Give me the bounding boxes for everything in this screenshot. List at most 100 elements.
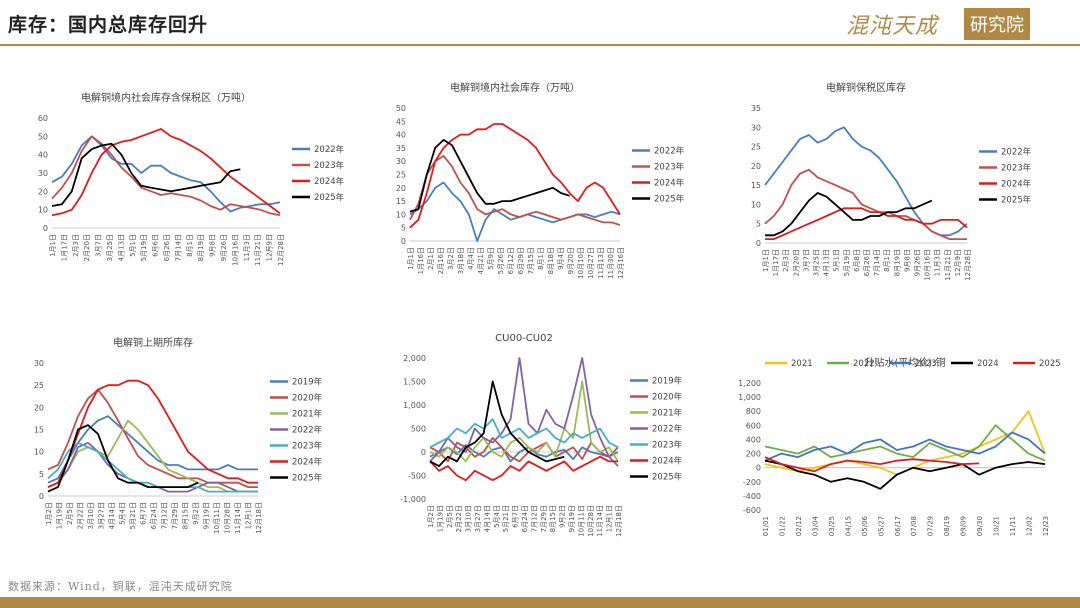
x-tick-label: 9月19日 [203, 502, 211, 529]
y-tick-label: 25 [34, 381, 44, 390]
y-tick-label: 600 [746, 421, 761, 430]
y-tick-label: 45 [396, 117, 406, 126]
y-tick-label: 15 [34, 426, 44, 435]
x-tick-label: 12/23 [1042, 516, 1050, 536]
x-tick-label: 04/15 [844, 516, 852, 536]
y-tick-label: 5 [401, 224, 406, 233]
x-tick-label: 8月1日 [186, 234, 194, 257]
logo-box-text: 研究院 [964, 8, 1030, 40]
series-line-2022年 [51, 135, 281, 213]
x-tick-label: 1月2日 [45, 502, 53, 525]
x-tick-label: 9月26日 [220, 234, 228, 261]
logo-text: 混沌天成 [846, 14, 939, 39]
x-tick-label: 10月10日 [577, 247, 585, 279]
y-tick-label: 0 [43, 224, 48, 233]
x-tick-label: 03/25 [828, 516, 836, 536]
y-tick-label: 1,000 [403, 401, 426, 410]
chart-2: 电解铜境内社会库存（万吨） 0 5 10 15 20 25 30 35 40 45 50 1月1日 1月1… [396, 81, 685, 279]
chart-6: 升贴水(平均价):铜-600-400-20002004006008001,000… [738, 356, 1061, 536]
x-tick-label: 1月17日 [60, 234, 68, 261]
y-tick-label: 50 [396, 104, 406, 113]
x-tick-label: 10月11日 [577, 505, 585, 537]
legend-label: 2024 [977, 359, 999, 369]
legend-label: 2021 [791, 359, 813, 369]
series-line-2024年 [47, 379, 258, 488]
legend-label: 2022年 [652, 424, 683, 435]
y-tick-label: 0 [756, 239, 761, 248]
x-tick-label: 9月2日 [192, 502, 200, 525]
y-tick-label: 0 [39, 492, 44, 501]
series-line-2024年 [429, 455, 618, 482]
legend-label: 2022年 [292, 425, 323, 436]
x-tick-label: 11月14日 [596, 505, 604, 537]
x-tick-label: 1月19日 [436, 505, 444, 532]
y-tick-label: 5 [39, 470, 44, 479]
x-tick-label: 1月1日 [762, 249, 770, 272]
chart-title: 电解铜保税区库存 [826, 81, 906, 94]
x-tick-label: 6月7日 [512, 505, 520, 528]
series-line-2021年 [429, 380, 619, 463]
legend-label: 2022 [853, 359, 875, 369]
x-tick-label: 1月1日 [49, 234, 57, 257]
x-tick-label: 09/30 [976, 516, 984, 536]
x-tick-label: 7月29日 [540, 505, 548, 532]
chart-title: 电解铜上期所库存 [113, 336, 193, 349]
series-line-2022年 [429, 357, 619, 467]
x-tick-label: 8月19日 [893, 249, 901, 276]
x-tick-label: 3月10日 [87, 502, 95, 529]
x-tick-label: 07/08 [910, 516, 918, 536]
x-tick-label: 6月24日 [521, 505, 529, 532]
x-tick-label: 2月22日 [455, 505, 463, 532]
x-tick-label: 1月19日 [56, 502, 64, 529]
chart-5: CU00-CU02 -1,000 -500 0 500 1,000 1,500 2,000 1月… [400, 333, 683, 537]
x-tick-label: 12月28日 [964, 249, 972, 281]
legend-label: 2024年 [654, 178, 685, 189]
x-tick-label: 10/21 [993, 516, 1001, 536]
x-tick-label: 10月28日 [587, 505, 595, 537]
x-tick-label: 5月1日 [833, 249, 841, 272]
y-tick-label: 0 [421, 448, 426, 457]
x-tick-label: 3月2日 [447, 247, 455, 270]
page-title: 库存：国内总库存回升 [8, 14, 209, 36]
y-tick-label: 20 [751, 162, 761, 171]
y-tick-label: 30 [34, 359, 44, 368]
x-tick-label: 9月2日 [559, 505, 567, 528]
y-tick-label: 20 [38, 187, 48, 196]
x-tick-label: 8月1日 [883, 249, 891, 272]
legend-label: 2023 [915, 359, 937, 369]
x-tick-label: 05/27 [877, 516, 885, 536]
x-tick-label: 3月10日 [465, 505, 473, 532]
series-line-2021年 [47, 419, 258, 493]
series-line-2022年 [409, 181, 621, 242]
legend-label: 2024年 [292, 457, 323, 468]
y-tick-label: 800 [746, 407, 761, 416]
x-tick-label: 01/22 [778, 516, 786, 536]
x-tick-label: 6月26日 [163, 234, 171, 261]
x-tick-label: 3月27日 [98, 502, 106, 529]
x-tick-label: 3月25日 [106, 234, 114, 261]
x-tick-label: 6月24日 [150, 502, 158, 529]
legend-label: 2025年 [654, 194, 685, 205]
x-tick-label: 9月26日 [914, 249, 922, 276]
legend-label: 2025年 [314, 192, 345, 203]
y-tick-label: 200 [746, 450, 761, 459]
x-tick-label: 12月28日 [277, 234, 285, 266]
x-tick-label: 3月25日 [813, 249, 821, 276]
x-tick-label: 4月13日 [823, 249, 831, 276]
legend-label: 2023年 [652, 440, 683, 451]
x-tick-label: 2月5日 [66, 502, 74, 525]
x-tick-label: 02/12 [795, 516, 803, 536]
y-tick-label: -400 [743, 492, 761, 501]
legend-label: 2022年 [1001, 147, 1032, 158]
x-tick-label: 11月3日 [243, 234, 251, 261]
x-tick-label: 5月1日 [129, 234, 137, 257]
x-tick-label: 9月4日 [557, 247, 565, 270]
x-tick-label: 12月1日 [245, 502, 253, 529]
legend-label: 2020年 [292, 393, 323, 404]
series-line-2024年 [409, 123, 621, 229]
x-tick-label: 5月21日 [502, 505, 510, 532]
x-tick-label: 2月20日 [792, 249, 800, 276]
x-tick-label: 10月16日 [231, 234, 239, 266]
x-tick-label: 3月7日 [95, 234, 103, 257]
x-tick-label: 5月19日 [140, 234, 148, 261]
